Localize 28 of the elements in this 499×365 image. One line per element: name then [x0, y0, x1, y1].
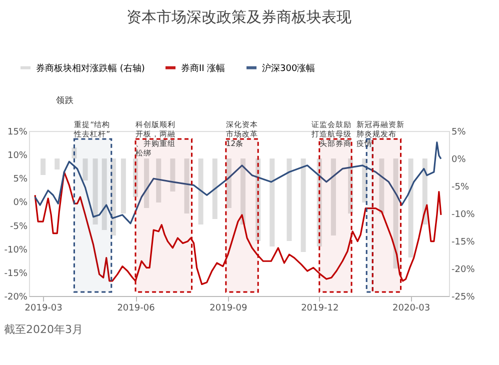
y-tick-label: 15%: [7, 128, 28, 138]
y-tick-label: 0%: [13, 198, 28, 208]
x-tick-label: 2019-12: [301, 304, 339, 314]
y-tick-label: 10%: [7, 151, 28, 162]
line-series: [34, 171, 442, 286]
y-tick-label: -20%: [4, 292, 28, 302]
y2-tick-label: -20%: [452, 265, 476, 275]
y2-tick-label: -10%: [452, 210, 476, 220]
line-series: [34, 142, 442, 224]
y2-tick-label: -15%: [452, 238, 476, 248]
y-tick-label: -15%: [4, 268, 28, 279]
legend-label: 沪深300涨幅: [262, 62, 316, 74]
x-tick-label: 2020-03: [392, 304, 430, 314]
y2-tick-label: -5%: [452, 182, 470, 192]
x-tick-label: 2019-09: [210, 304, 248, 314]
text: 领跌: [56, 95, 74, 106]
y-tick-label: -5%: [10, 222, 28, 232]
y2-tick-label: 0%: [452, 155, 466, 165]
x-tick-label: 2019-03: [24, 304, 62, 314]
x-tick-label: 2019-06: [117, 304, 156, 314]
y-tick-label: -10%: [4, 245, 28, 256]
chart-title: 资本市场深改政策及券商板块表现: [126, 8, 352, 26]
text: 截至2020年3月: [4, 323, 83, 336]
y-tick-label: 5%: [13, 174, 28, 185]
legend-label: 券商板块相对涨跌幅 (右轴): [36, 62, 145, 74]
y2-tick-label: 5%: [452, 128, 466, 138]
legend-label: 券商II 涨幅: [181, 62, 226, 74]
y2-tick-label: -25%: [452, 292, 476, 302]
